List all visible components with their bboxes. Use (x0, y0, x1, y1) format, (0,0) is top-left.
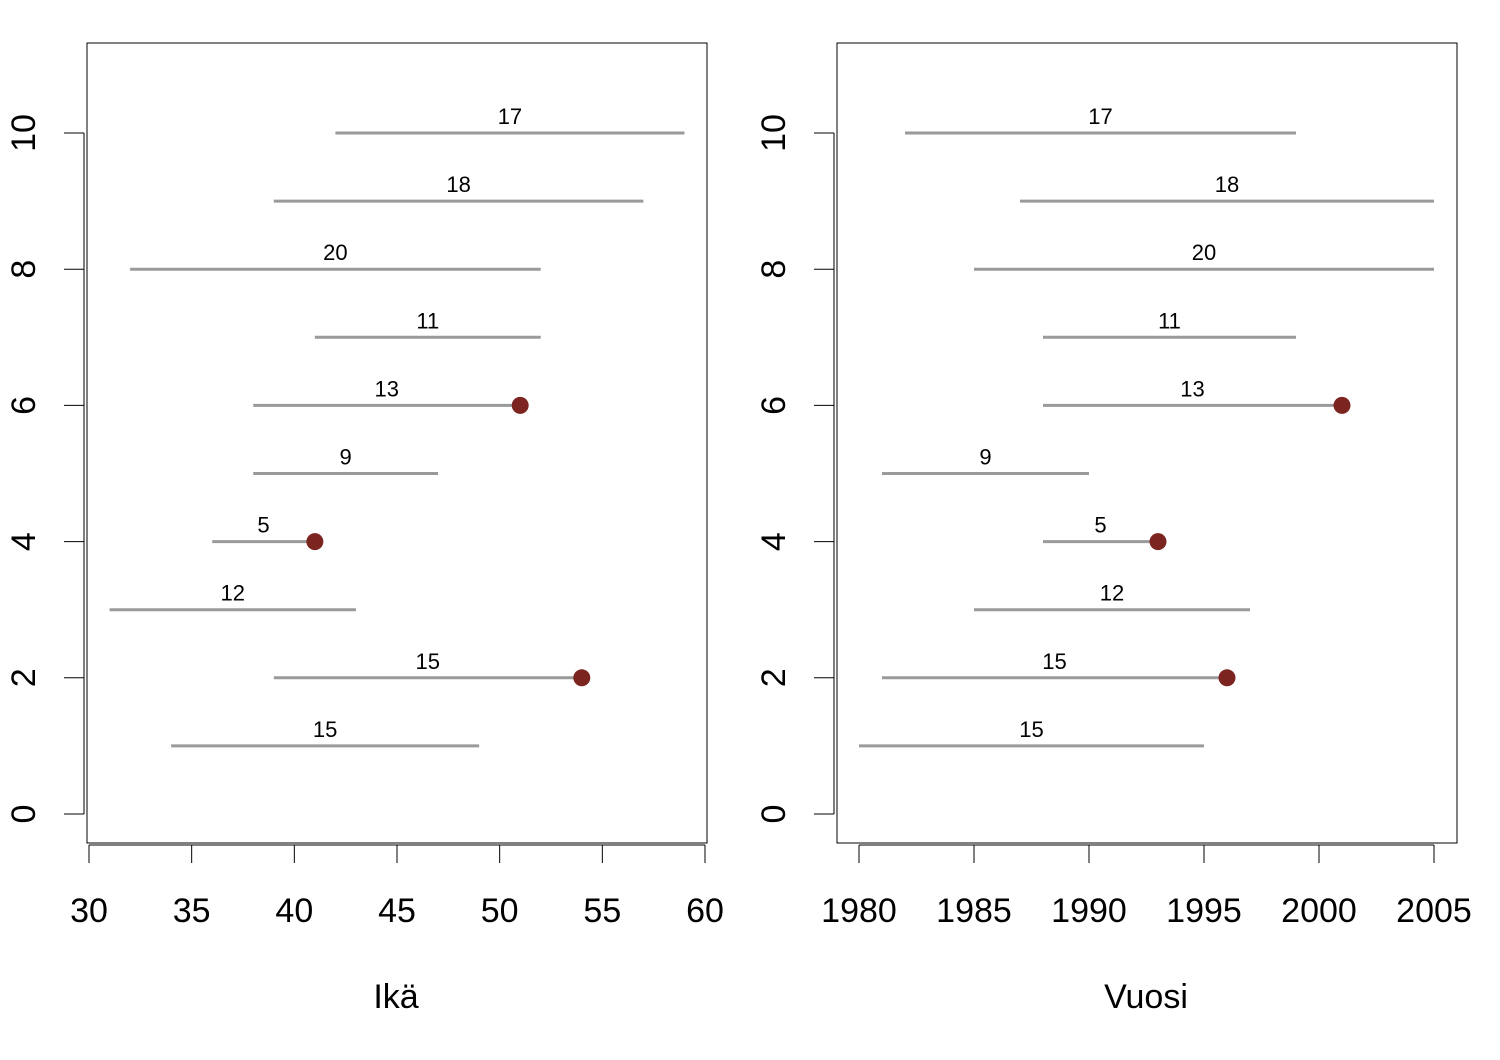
event-point (573, 669, 591, 687)
year-panel: 1980 1985 1990 1995 2000 2005 0 2 4 6 8 10 Vuosi 17 18… (755, 42, 1472, 1016)
x-tick-label: 40 (275, 892, 313, 930)
x-tick-label: 60 (686, 892, 724, 930)
segment-label: 17 (1088, 104, 1112, 129)
event-point (511, 396, 529, 414)
segment-label: 11 (1158, 308, 1181, 333)
segment-label: 5 (1094, 513, 1106, 538)
y-tick-label: 4 (5, 532, 43, 551)
x-tick-label: 35 (173, 892, 211, 930)
x-tick-label: 1980 (821, 892, 897, 930)
event-point (306, 533, 324, 551)
age-panel: 30 35 40 45 50 55 60 0 2 4 6 8 10 Ikä 17 18 20 11 13 9 5 12 15… (5, 42, 724, 1016)
event-point (1333, 396, 1351, 414)
x-tick-label: 1990 (1051, 892, 1127, 930)
x-tick-label: 50 (481, 892, 519, 930)
x-tick-label: 1985 (936, 892, 1012, 930)
x-tick-label: 1995 (1166, 892, 1242, 930)
event-point (1149, 533, 1167, 551)
segment-label: 11 (416, 308, 439, 333)
x-tick-label: 45 (378, 892, 416, 930)
segment-label: 20 (323, 240, 347, 265)
event-point (1218, 669, 1236, 687)
y-tick-label: 6 (5, 396, 43, 415)
segment-label: 15 (416, 649, 440, 674)
y-tick-label: 4 (755, 532, 793, 551)
segment-label: 9 (340, 445, 352, 470)
segment-label: 13 (374, 376, 398, 401)
segment-label: 17 (498, 104, 522, 129)
y-tick-label: 0 (5, 805, 43, 824)
segment-label: 15 (1019, 717, 1043, 742)
y-tick-label: 8 (5, 260, 43, 279)
x-tick-label: 30 (70, 892, 108, 930)
segment-label: 15 (313, 717, 337, 742)
x-tick-label: 2005 (1396, 892, 1472, 930)
y-tick-label: 0 (755, 805, 793, 824)
x-axis-title: Ikä (373, 978, 418, 1016)
segment-label: 9 (979, 445, 991, 470)
x-tick-label: 2000 (1281, 892, 1357, 930)
plot-frame (86, 42, 708, 844)
y-tick-label: 2 (5, 668, 43, 687)
y-tick-label: 2 (755, 668, 793, 687)
segment-label: 13 (1180, 376, 1204, 401)
y-tick-label: 8 (755, 260, 793, 279)
y-tick-label: 6 (755, 396, 793, 415)
y-tick-label: 10 (755, 114, 793, 152)
segment-label: 5 (257, 513, 269, 538)
segment-label: 20 (1192, 240, 1216, 265)
x-axis-title: Vuosi (1104, 978, 1188, 1016)
y-tick-label: 10 (5, 114, 43, 152)
segment-label: 12 (1100, 581, 1124, 606)
segment-label: 12 (220, 581, 244, 606)
segment-label: 15 (1042, 649, 1066, 674)
plot-frame (836, 42, 1458, 844)
segment-label: 18 (1215, 172, 1239, 197)
x-tick-label: 55 (583, 892, 621, 930)
segment-label: 18 (446, 172, 470, 197)
